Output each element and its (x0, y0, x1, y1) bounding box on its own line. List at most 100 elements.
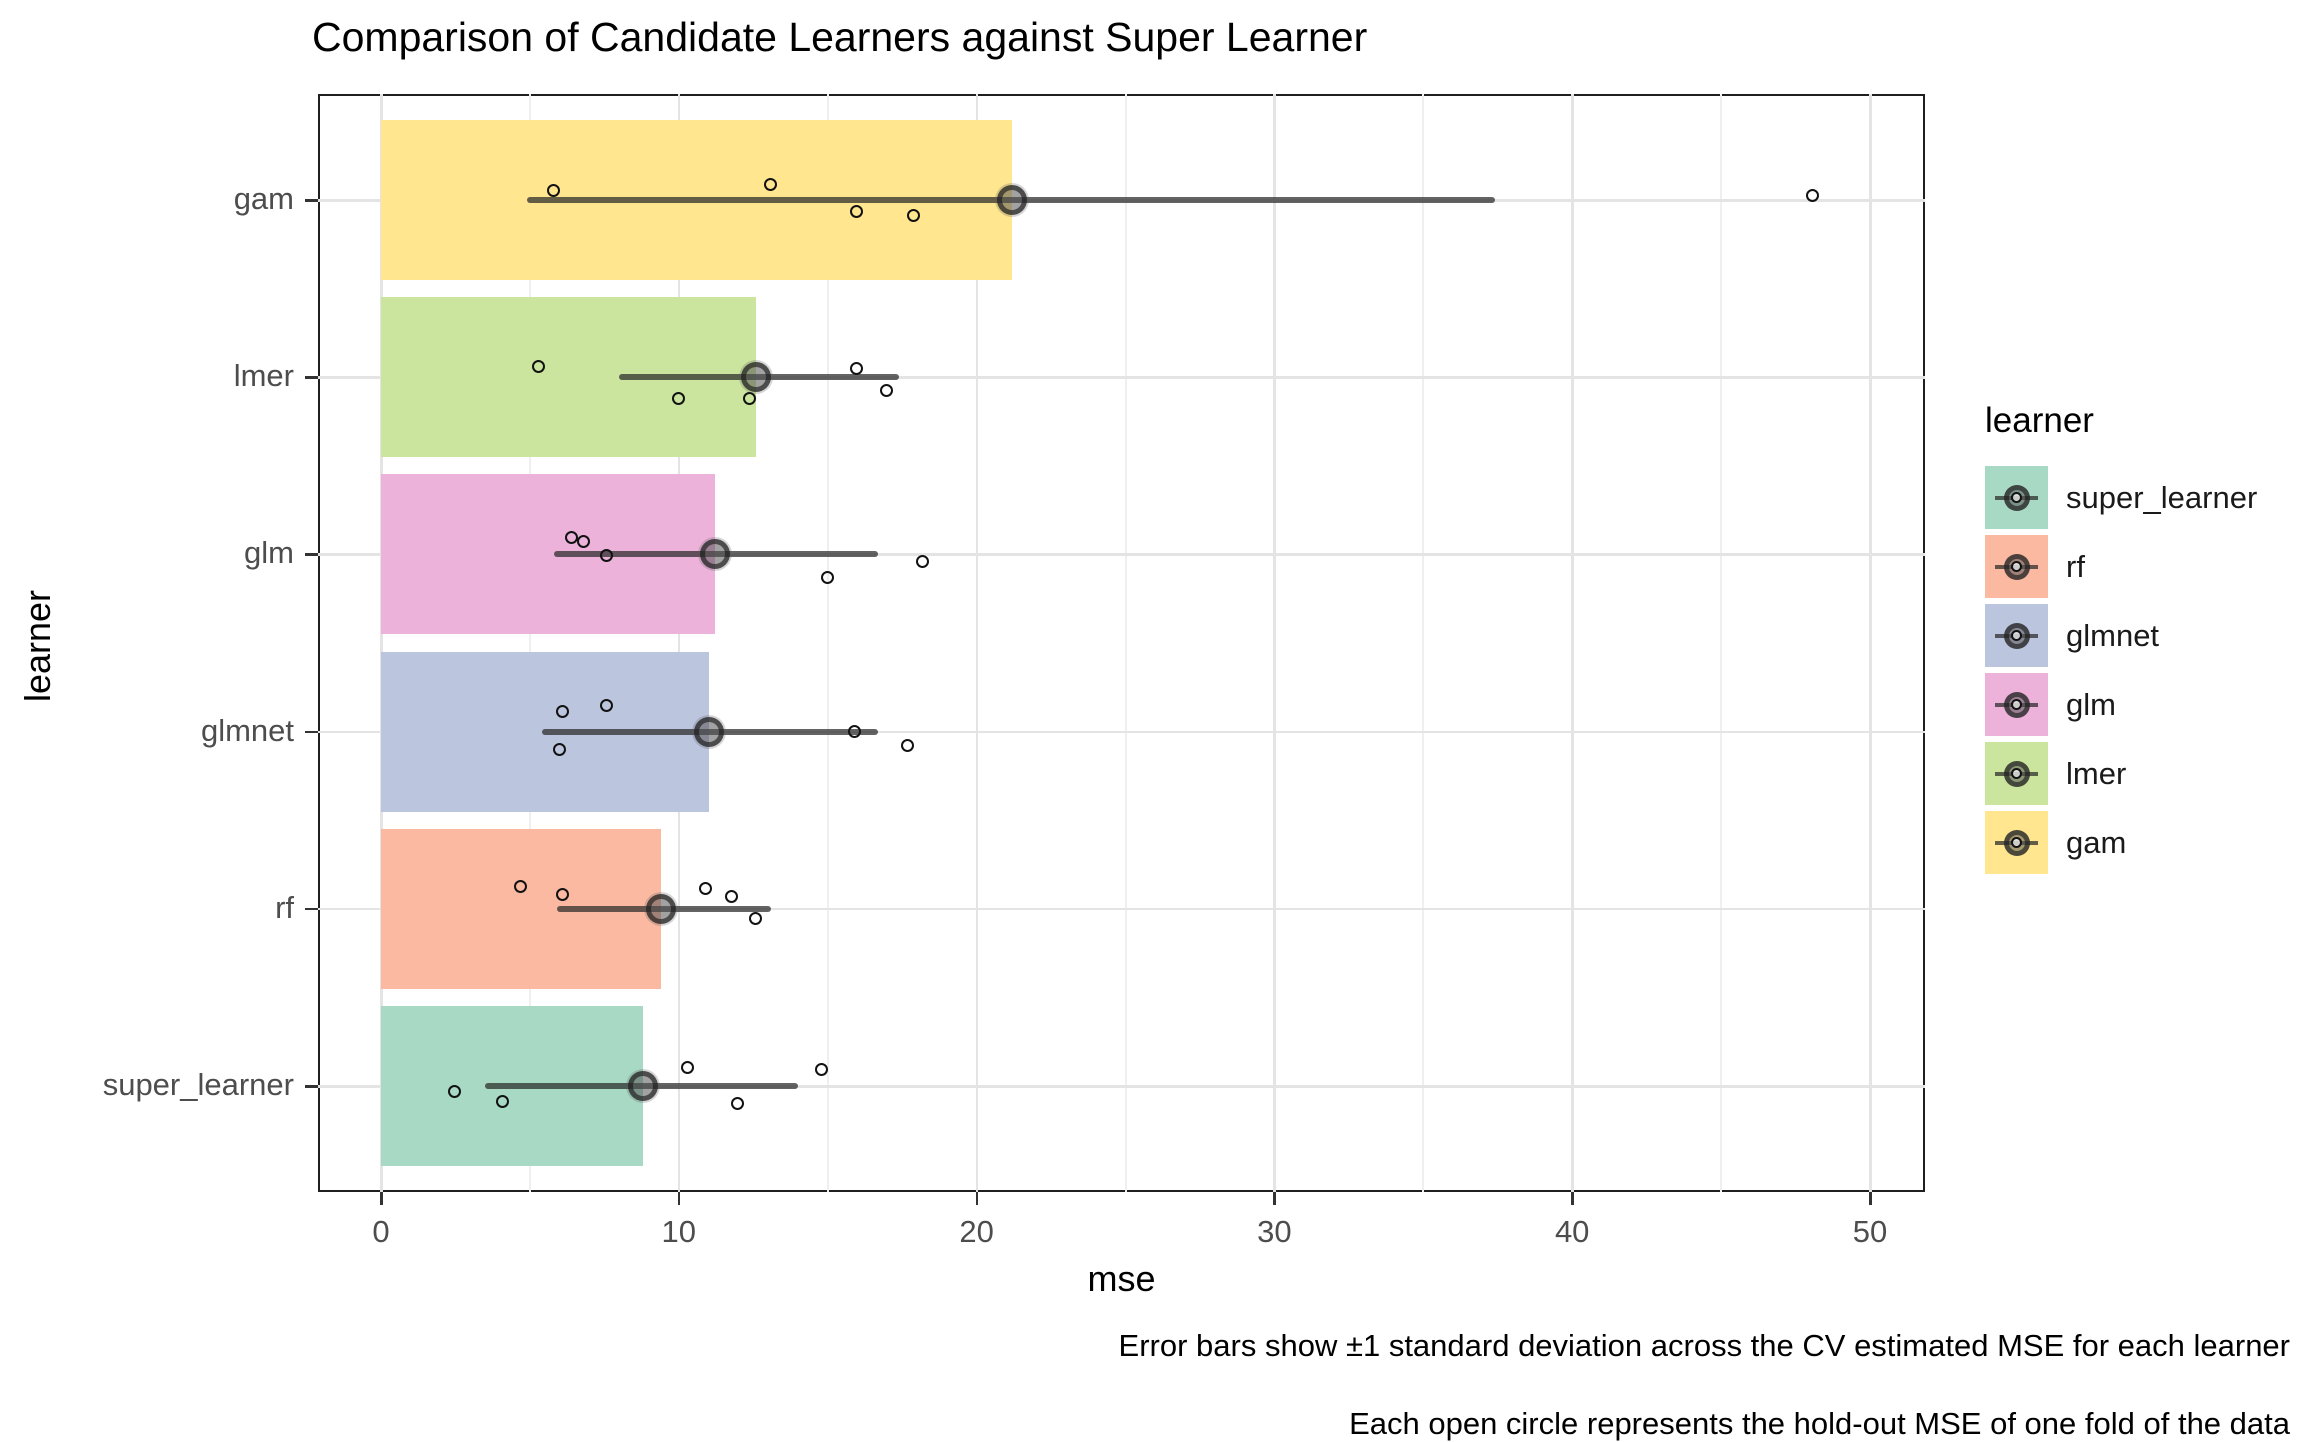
fold-point-gam-2 (764, 178, 778, 191)
legend-item-glmnet: glmnet (1985, 604, 2304, 667)
mean-point-rf (645, 893, 676, 924)
gridline-y-lmer (318, 376, 1925, 379)
fold-point-gam-1 (546, 184, 560, 197)
x-tick-label-40: 40 (1554, 1214, 1590, 1249)
gridline-major-x-40 (1571, 94, 1574, 1192)
y-tick-mark-rf (305, 907, 318, 911)
legend-key-fold-circle (2011, 492, 2022, 503)
gridline-major-x-50 (1869, 94, 1872, 1192)
legend-label-super_learner: super_learner (2066, 479, 2258, 515)
fold-point-glmnet-4 (847, 724, 861, 738)
legend-item-super_learner: super_learner (1985, 466, 2304, 529)
fold-point-gam-3 (850, 205, 864, 218)
y-tick-mark-lmer (305, 376, 318, 379)
fold-point-lmer-2 (671, 392, 685, 406)
gridline-y-glmnet (318, 730, 1925, 734)
y-tick-label-gam: gam (233, 181, 294, 216)
fold-point-rf-3 (698, 881, 712, 895)
legend-label-rf: rf (2066, 548, 2085, 584)
legend-label-gam: gam (2066, 824, 2127, 860)
legend-swatch-super_learner (1985, 466, 2048, 529)
fold-point-super_learner-4 (731, 1097, 745, 1110)
gridline-y-glm (318, 553, 1925, 556)
y-tick-label-lmer: lmer (233, 358, 294, 394)
y-axis-title: learner (17, 589, 58, 703)
fold-point-glm-1 (564, 531, 578, 545)
fold-point-glm-3 (600, 549, 614, 563)
fold-point-super_learner-3 (680, 1061, 694, 1074)
gridline-minor-x-15 (826, 94, 829, 1192)
x-tick-mark-30 (1273, 1192, 1276, 1205)
x-tick-label-20: 20 (959, 1214, 994, 1249)
y-tick-label-super_learner: super_learner (102, 1067, 294, 1102)
fold-point-rf-4 (725, 889, 739, 903)
fold-point-lmer-1 (531, 360, 545, 374)
mean-point-super_learner (628, 1071, 659, 1101)
legend-item-rf: rf (1985, 535, 2304, 598)
geom-layer (318, 94, 1925, 1192)
x-tick-mark-10 (677, 1192, 681, 1205)
gridline-major-x-10 (677, 94, 681, 1192)
legend-item-lmer: lmer (1985, 742, 2304, 805)
fold-point-glmnet-2 (555, 704, 569, 718)
y-tick-mark-gam (305, 199, 318, 202)
chart-title: Comparison of Candidate Learners against… (312, 14, 1368, 60)
legend-label-glmnet: glmnet (2066, 617, 2160, 653)
legend-key-mean-point (2003, 760, 2030, 787)
fold-point-super_learner-2 (496, 1095, 510, 1108)
fold-point-glmnet-3 (600, 698, 614, 712)
x-tick-mark-50 (1869, 1192, 1872, 1205)
y-tick-mark-glmnet (305, 730, 318, 734)
legend-swatch-lmer (1985, 742, 2048, 805)
gridline-minor-x-35 (1422, 94, 1425, 1192)
y-tick-label-rf: rf (275, 889, 294, 925)
fold-point-glm-2 (576, 535, 590, 549)
grid-layer (318, 94, 1925, 1192)
legend-key-fold-circle (2011, 837, 2022, 848)
x-tick-mark-40 (1571, 1192, 1574, 1205)
gridline-minor-x-45 (1720, 94, 1723, 1192)
fold-point-gam-4 (907, 209, 921, 222)
legend-key-fold-circle (2011, 699, 2022, 710)
legend-key-fold-circle (2011, 561, 2022, 572)
fold-point-rf-1 (513, 879, 527, 893)
x-tick-label-0: 0 (372, 1214, 390, 1249)
legend-item-gam: gam (1985, 811, 2304, 874)
gridline-major-x-30 (1273, 94, 1276, 1192)
fold-point-super_learner-1 (448, 1085, 462, 1098)
gridline-minor-x-5 (528, 94, 531, 1192)
legend-swatch-rf (1985, 535, 2048, 598)
fold-point-rf-5 (749, 911, 763, 925)
legend-title: learner (1985, 401, 2094, 440)
gridline-y-super_learner (318, 1085, 1925, 1088)
legend-label-glm: glm (2066, 686, 2116, 722)
fold-point-lmer-3 (743, 392, 757, 406)
x-tick-mark-0 (380, 1192, 383, 1205)
mean-point-gam (997, 185, 1028, 215)
legend-label-lmer: lmer (2066, 755, 2127, 791)
caption-errorbars: Error bars show ±1 standard deviation ac… (1118, 1328, 2290, 1363)
caption-folds: Each open circle represents the hold-out… (1349, 1406, 2290, 1441)
fold-point-lmer-5 (880, 384, 894, 398)
legend-swatch-gam (1985, 811, 2048, 874)
x-tick-mark-20 (975, 1192, 979, 1205)
legend-key-fold-circle (2011, 630, 2022, 641)
fold-point-glmnet-1 (552, 742, 566, 756)
fold-point-glm-5 (915, 555, 929, 569)
legend-swatch-glm (1985, 673, 2048, 736)
x-tick-label-50: 50 (1852, 1214, 1888, 1249)
gridline-y-rf (318, 907, 1925, 911)
mean-point-lmer (741, 362, 772, 393)
fold-point-glm-4 (820, 571, 834, 585)
gridline-major-x-20 (975, 94, 979, 1192)
fold-point-glmnet-5 (901, 738, 915, 752)
legend-swatch-glmnet (1985, 604, 2048, 667)
x-tick-label-30: 30 (1257, 1214, 1292, 1249)
fold-point-rf-2 (555, 887, 569, 901)
mean-point-glmnet (693, 716, 724, 747)
gridline-major-x-0 (380, 94, 383, 1192)
x-tick-label-10: 10 (661, 1214, 697, 1249)
